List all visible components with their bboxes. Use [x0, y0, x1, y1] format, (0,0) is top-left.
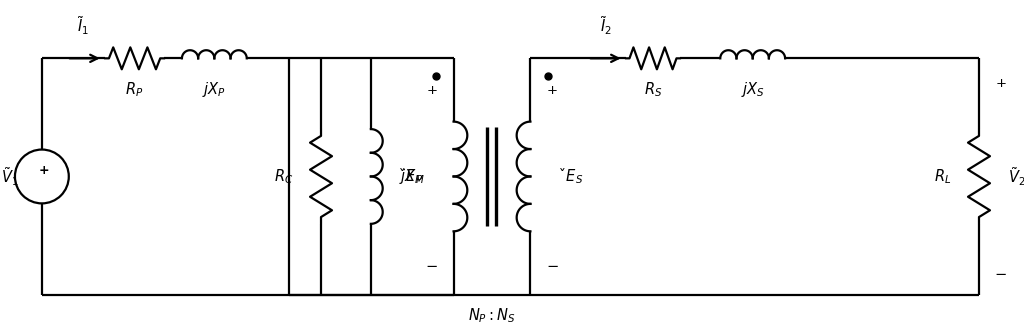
Text: $\tilde{V}_1$: $\tilde{V}_1$: [1, 165, 18, 188]
Text: $jX_S$: $jX_S$: [740, 80, 765, 99]
Text: $jX_M$: $jX_M$: [398, 167, 425, 186]
Text: $R_L$: $R_L$: [934, 167, 951, 186]
Text: −: −: [994, 267, 1007, 282]
Text: $R_C$: $R_C$: [273, 167, 293, 186]
Text: +: +: [547, 84, 558, 97]
Text: $\tilde{V}_2$: $\tilde{V}_2$: [1008, 165, 1024, 188]
Text: +: +: [995, 77, 1007, 90]
Text: −: −: [546, 259, 558, 274]
Text: $\tilde{I}_1$: $\tilde{I}_1$: [77, 15, 89, 37]
Text: $R_S$: $R_S$: [644, 80, 663, 99]
Text: $jX_P$: $jX_P$: [203, 80, 226, 99]
Text: $R_P$: $R_P$: [125, 80, 143, 99]
Text: $N_P : N_S$: $N_P : N_S$: [468, 307, 516, 325]
Text: +: +: [39, 164, 49, 177]
Text: $\check{E}_P$: $\check{E}_P$: [400, 166, 424, 186]
Text: −: −: [426, 259, 438, 274]
Text: $\check{E}_S$: $\check{E}_S$: [560, 166, 584, 186]
Text: $\tilde{I}_2$: $\tilde{I}_2$: [600, 15, 611, 37]
Text: +: +: [426, 84, 437, 97]
